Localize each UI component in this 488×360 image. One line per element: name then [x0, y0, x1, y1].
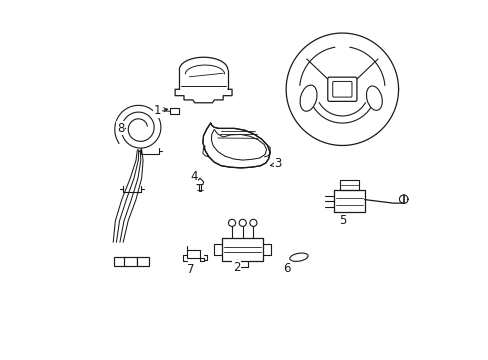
Polygon shape — [203, 123, 269, 168]
Circle shape — [228, 219, 235, 226]
FancyBboxPatch shape — [137, 257, 149, 266]
FancyBboxPatch shape — [332, 81, 351, 97]
Circle shape — [249, 219, 256, 226]
Ellipse shape — [300, 85, 316, 111]
Text: 1: 1 — [153, 104, 167, 117]
Circle shape — [239, 219, 246, 226]
FancyBboxPatch shape — [327, 77, 356, 102]
Text: 6: 6 — [283, 262, 290, 275]
FancyBboxPatch shape — [124, 257, 137, 266]
Text: 7: 7 — [186, 263, 194, 276]
Ellipse shape — [289, 253, 307, 261]
FancyBboxPatch shape — [169, 108, 178, 114]
Text: 5: 5 — [338, 215, 346, 228]
FancyBboxPatch shape — [113, 257, 126, 266]
Ellipse shape — [366, 86, 382, 111]
Text: 2: 2 — [232, 260, 240, 274]
Text: 3: 3 — [270, 157, 282, 171]
Polygon shape — [211, 130, 266, 160]
Text: 8: 8 — [117, 122, 125, 135]
Text: 4: 4 — [190, 170, 197, 183]
